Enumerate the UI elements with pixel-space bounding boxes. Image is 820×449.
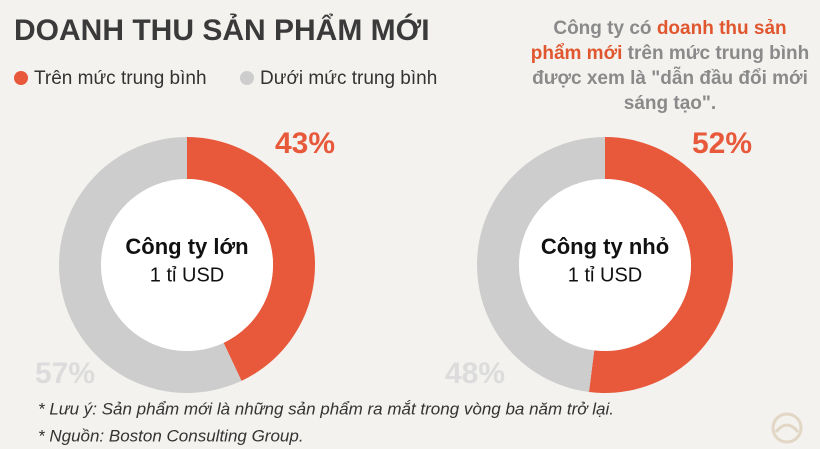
donut-hole — [101, 179, 273, 351]
annotation: Công ty có doanh thu sản phẩm mới trên m… — [528, 16, 812, 116]
chart-title: DOANH THU SẢN PHẨM MỚI — [14, 13, 430, 47]
donut-hole — [519, 179, 691, 351]
legend-marker — [240, 71, 254, 85]
donut-segment — [476, 137, 605, 392]
legend-label: Trên mức trung bình — [34, 68, 207, 89]
value-label: 43% — [275, 127, 335, 160]
legend-label: Dưới mức trung bình — [260, 68, 437, 89]
donut-title: Công ty nhỏ — [541, 234, 669, 259]
note: * Lưu ý: Sản phẩm mới là những sản phẩm … — [38, 399, 614, 418]
value-label: 52% — [692, 127, 752, 160]
annotation-text: trên mức trung bình được xem là "dẫn đầu… — [532, 43, 810, 114]
donut-title: Công ty lớn — [125, 234, 248, 259]
annotation-text: Công ty có — [553, 18, 657, 39]
legend-marker — [14, 71, 28, 85]
logo — [771, 412, 803, 444]
donut-segment — [187, 137, 315, 381]
donut-segment — [588, 137, 733, 393]
value-label: 57% — [35, 357, 95, 390]
donut-subtitle: 1 tỉ USD — [150, 264, 224, 286]
value-label: 48% — [445, 357, 505, 390]
donut-segment — [59, 137, 242, 394]
source: * Nguồn: Boston Consulting Group. — [38, 426, 304, 445]
donut-subtitle: 1 tỉ USD — [568, 264, 642, 286]
annotation-highlight: doanh thu sản phẩm mới — [530, 18, 787, 64]
